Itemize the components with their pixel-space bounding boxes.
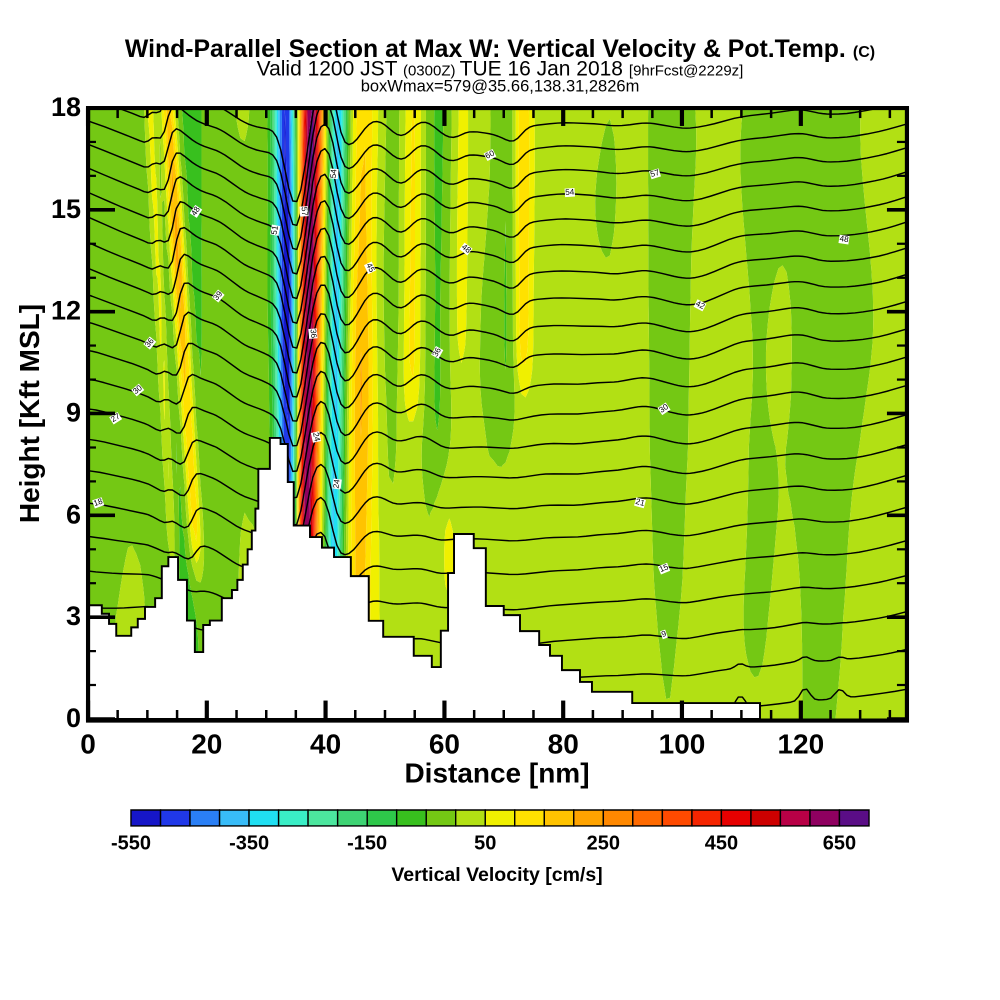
svg-text:3: 3 <box>66 601 81 631</box>
svg-text:54: 54 <box>329 168 339 178</box>
svg-text:18: 18 <box>92 497 104 509</box>
svg-text:Vertical Velocity [cm/s]: Vertical Velocity [cm/s] <box>391 864 602 886</box>
svg-text:18: 18 <box>51 92 81 122</box>
svg-text:[9hrFcst@2229z]: [9hrFcst@2229z] <box>629 63 743 80</box>
svg-text:21: 21 <box>635 497 647 508</box>
svg-text:60: 60 <box>429 728 460 759</box>
svg-text:250: 250 <box>587 832 620 854</box>
svg-text:Distance [nm]: Distance [nm] <box>404 757 589 788</box>
svg-text:-350: -350 <box>229 832 269 854</box>
svg-text:9: 9 <box>66 397 81 427</box>
svg-text:9: 9 <box>660 629 668 639</box>
svg-text:45: 45 <box>364 262 376 275</box>
svg-text:40: 40 <box>310 728 341 759</box>
svg-text:20: 20 <box>191 728 222 759</box>
svg-text:120: 120 <box>777 728 824 759</box>
svg-text:36: 36 <box>309 329 319 339</box>
svg-text:36: 36 <box>431 346 444 359</box>
svg-text:TUE 16 Jan 2018: TUE 16 Jan 2018 <box>460 58 623 81</box>
svg-text:54: 54 <box>565 187 575 197</box>
svg-text:Valid 1200 JST: Valid 1200 JST <box>257 58 398 81</box>
svg-text:650: 650 <box>823 832 856 854</box>
svg-text:15: 15 <box>658 562 670 574</box>
svg-text:57: 57 <box>649 168 661 179</box>
svg-text:100: 100 <box>659 728 706 759</box>
svg-text:(C): (C) <box>853 44 875 61</box>
svg-text:boxWmax=579@35.66,138.31,2826m: boxWmax=579@35.66,138.31,2826m <box>361 77 640 95</box>
svg-text:Height [Kft MSL]: Height [Kft MSL] <box>14 304 45 523</box>
svg-text:(0300Z): (0300Z) <box>403 63 456 80</box>
svg-text:12: 12 <box>51 296 81 326</box>
svg-text:0: 0 <box>80 728 96 759</box>
svg-text:57: 57 <box>300 207 310 217</box>
svg-text:24: 24 <box>311 432 322 443</box>
svg-text:Wind-Parallel Section at Max W: Wind-Parallel Section at Max W: Vertical… <box>125 36 846 63</box>
svg-text:50: 50 <box>474 832 496 854</box>
svg-text:51: 51 <box>270 224 281 235</box>
svg-text:80: 80 <box>548 728 579 759</box>
svg-text:450: 450 <box>705 832 738 854</box>
svg-text:42: 42 <box>694 299 707 311</box>
svg-text:15: 15 <box>51 194 81 224</box>
svg-text:6: 6 <box>66 499 81 529</box>
svg-text:-150: -150 <box>347 832 387 854</box>
svg-text:48: 48 <box>839 234 850 244</box>
svg-text:24: 24 <box>332 478 342 489</box>
svg-text:60: 60 <box>484 148 497 160</box>
svg-text:-550: -550 <box>111 832 151 854</box>
svg-text:0: 0 <box>66 703 81 733</box>
